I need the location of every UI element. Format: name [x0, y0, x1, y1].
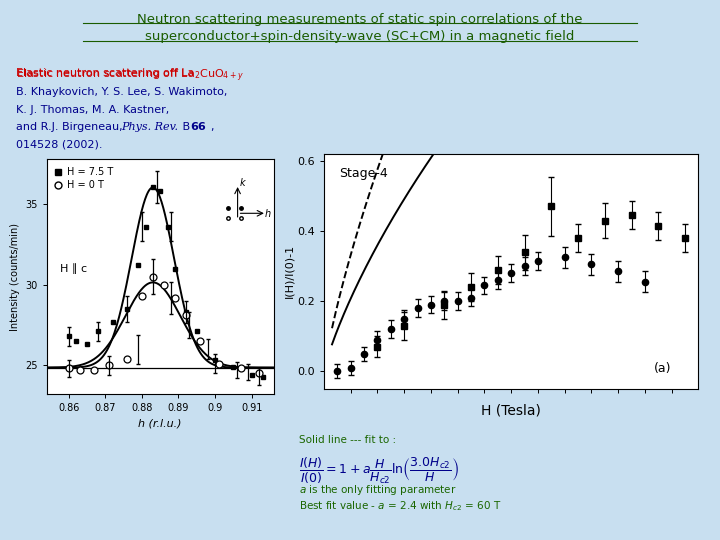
Text: Neutron scattering measurements of static spin correlations of the: Neutron scattering measurements of stati… [138, 14, 582, 26]
Text: Phys. Rev.: Phys. Rev. [121, 122, 178, 132]
Text: Best fit value - $a$ = 2.4 with $H_{c2}$ = 60 T: Best fit value - $a$ = 2.4 with $H_{c2}$… [299, 500, 501, 514]
Text: K. J. Thomas, M. A. Kastner,: K. J. Thomas, M. A. Kastner, [16, 105, 169, 115]
Text: H ∥ c: H ∥ c [60, 263, 88, 274]
Y-axis label: Intensity (counts/min): Intensity (counts/min) [9, 222, 19, 330]
Text: Solid line --- fit to :: Solid line --- fit to : [299, 435, 399, 445]
Text: (a): (a) [654, 362, 671, 375]
Text: 66: 66 [190, 122, 206, 132]
Text: h: h [265, 208, 271, 219]
Text: and R.J. Birgeneau,: and R.J. Birgeneau, [16, 122, 126, 132]
Text: Elastic neutron scattering off La: Elastic neutron scattering off La [16, 68, 194, 78]
Text: $a$ is the only fitting parameter: $a$ is the only fitting parameter [299, 483, 456, 497]
Text: k: k [240, 178, 246, 188]
Text: __________________________________________________________________: ________________________________________… [141, 22, 579, 35]
X-axis label: h (r.l.u.): h (r.l.u.) [138, 419, 182, 429]
Text: Elastic neutron scattering off La$_2$CuO$_{4+y}$: Elastic neutron scattering off La$_2$CuO… [16, 68, 244, 84]
Legend: H = 7.5 T, H = 0 T: H = 7.5 T, H = 0 T [52, 164, 117, 193]
Text: B: B [179, 122, 193, 132]
Text: ,: , [210, 122, 214, 132]
X-axis label: H (Tesla): H (Tesla) [481, 403, 541, 417]
Text: ____________________________________________________________: ________________________________________… [161, 38, 559, 51]
Text: $\dfrac{I(H)}{I(0)}=1+a\dfrac{H}{H_{c2}}\ln\!\left(\dfrac{3.0H_{c2}}{H}\right)$: $\dfrac{I(H)}{I(0)}=1+a\dfrac{H}{H_{c2}}… [299, 456, 459, 487]
Text: superconductor+spin-density-wave (SC+CM) in a magnetic field: superconductor+spin-density-wave (SC+CM)… [145, 30, 575, 43]
Y-axis label: I(H)/I(0)-1: I(H)/I(0)-1 [284, 244, 294, 299]
Text: 014528 (2002).: 014528 (2002). [16, 139, 102, 150]
Text: Stage-4: Stage-4 [339, 167, 388, 180]
Text: B. Khaykovich, Y. S. Lee, S. Wakimoto,: B. Khaykovich, Y. S. Lee, S. Wakimoto, [16, 87, 228, 98]
